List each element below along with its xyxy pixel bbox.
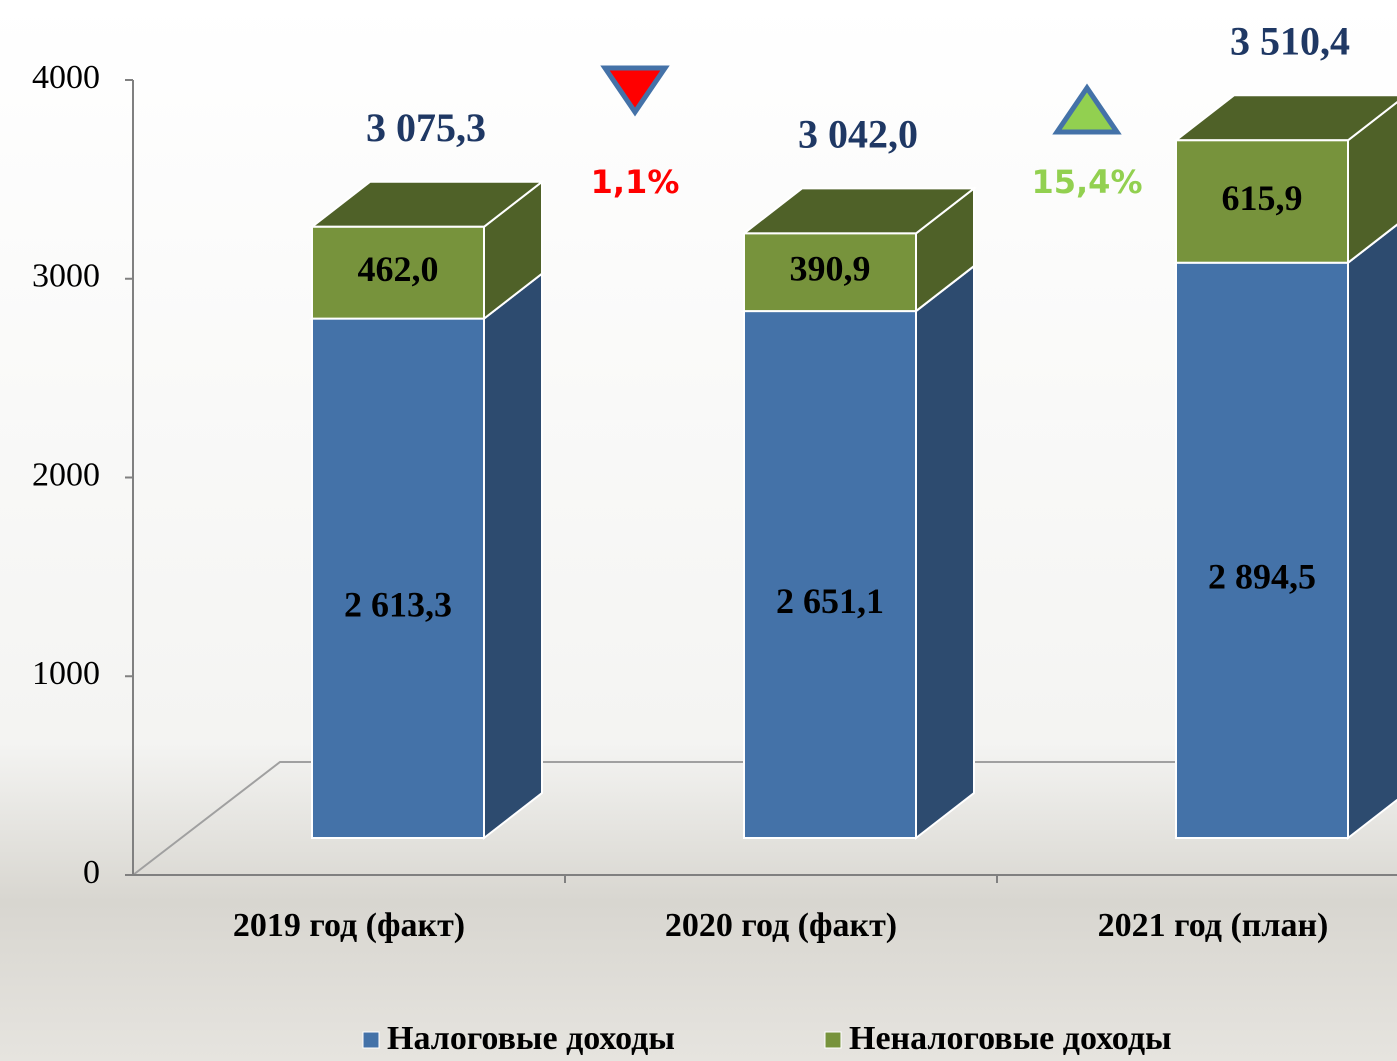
change-label: 1,1% bbox=[591, 163, 680, 201]
data-label: 2 613,3 bbox=[344, 585, 452, 625]
bar-front bbox=[311, 317, 485, 839]
data-label: 2 894,5 bbox=[1208, 557, 1316, 597]
legend-swatch bbox=[362, 1031, 380, 1049]
bar-side bbox=[483, 271, 543, 841]
legend-label: Неналоговые доходы bbox=[849, 1020, 1172, 1057]
change-arrow bbox=[600, 65, 670, 117]
bar-segment bbox=[309, 271, 545, 841]
data-label: 615,9 bbox=[1222, 178, 1303, 218]
bar-side bbox=[1347, 223, 1397, 841]
bar-segment bbox=[1173, 94, 1397, 265]
data-label: 2 651,1 bbox=[776, 581, 884, 621]
bar-side bbox=[915, 264, 975, 841]
y-tick-label: 2000 bbox=[32, 456, 100, 493]
bar-front bbox=[311, 225, 485, 320]
legend-label: Налоговые доходы bbox=[387, 1020, 675, 1057]
total-label: 3 075,3 bbox=[366, 105, 486, 150]
bar-segment bbox=[1173, 216, 1397, 841]
change-label: 15,4% bbox=[1031, 163, 1142, 201]
data-label: 462,0 bbox=[358, 249, 439, 289]
y-tick-label: 4000 bbox=[32, 59, 100, 96]
x-tick-label: 2021 год (план) bbox=[1098, 907, 1329, 944]
change-arrow bbox=[1052, 83, 1122, 135]
x-tick-label: 2020 год (факт) bbox=[665, 907, 897, 944]
bar-front bbox=[1175, 139, 1349, 264]
legend-swatch bbox=[824, 1031, 842, 1049]
bar-segment bbox=[741, 186, 977, 314]
x-tick-label: 2019 год (факт) bbox=[233, 907, 465, 944]
total-label: 3 510,4 bbox=[1230, 18, 1350, 63]
data-label: 390,9 bbox=[790, 249, 871, 289]
y-tick-label: 3000 bbox=[32, 258, 100, 295]
bar-front bbox=[743, 310, 917, 839]
bar-front bbox=[1175, 261, 1349, 839]
bar-front bbox=[743, 232, 917, 313]
bar-segment bbox=[741, 264, 977, 841]
floor bbox=[132, 761, 1397, 876]
total-label: 3 042,0 bbox=[798, 112, 918, 157]
bar-segment bbox=[309, 179, 545, 321]
y-tick-label: 0 bbox=[83, 854, 100, 891]
y-tick-label: 1000 bbox=[32, 655, 100, 692]
